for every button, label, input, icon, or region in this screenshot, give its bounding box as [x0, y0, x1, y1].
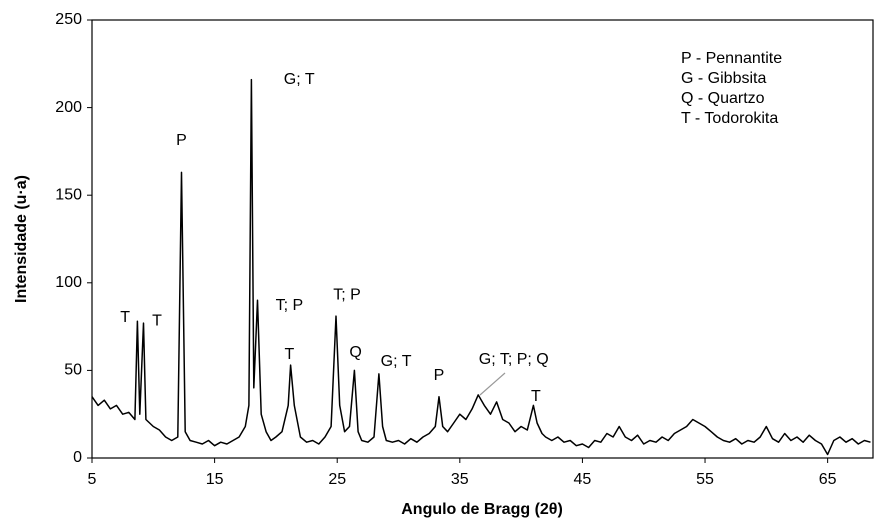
- key-entry: T - Todorokita: [681, 110, 778, 127]
- y-tick-label: 100: [55, 274, 82, 291]
- key-entry: G - Gibbsita: [681, 70, 766, 87]
- peak-label: Q: [349, 344, 361, 361]
- y-tick-label: 50: [64, 362, 82, 379]
- peak-label: T: [120, 309, 130, 326]
- peak-label: G; T: [381, 353, 412, 370]
- plot-frame: [91, 19, 874, 459]
- x-tick-label: 25: [328, 471, 346, 488]
- key-entry: Q - Quartzo: [681, 90, 765, 107]
- x-tick-label: 45: [574, 471, 592, 488]
- x-tick-label: 35: [451, 471, 469, 488]
- x-tick-label: 5: [88, 471, 97, 488]
- peak-label: T; P: [333, 286, 361, 303]
- x-axis-label: Angulo de Bragg (2θ): [401, 501, 563, 518]
- y-tick-label: 250: [55, 11, 82, 28]
- y-tick-label: 150: [55, 186, 82, 203]
- x-tick-label: 65: [819, 471, 837, 488]
- peak-label: G; T: [284, 71, 315, 88]
- peak-label: T: [531, 388, 541, 405]
- key-entry: P - Pennantite: [681, 50, 782, 67]
- x-tick-label: 15: [206, 471, 224, 488]
- y-axis-label: Intensidade (u·a): [13, 175, 30, 303]
- data-line: [91, 78, 871, 456]
- peak-label: G; T; P; Q: [479, 351, 549, 368]
- x-tick-label: 55: [696, 471, 714, 488]
- leader-line: [479, 372, 506, 396]
- y-tick-label: 200: [55, 99, 82, 116]
- peak-label: T; P: [276, 297, 304, 314]
- peak-label: P: [176, 132, 187, 149]
- y-tick-label: 0: [73, 449, 82, 466]
- peak-label: T: [152, 313, 162, 330]
- peak-label: P: [434, 367, 445, 384]
- peak-label: T: [285, 346, 295, 363]
